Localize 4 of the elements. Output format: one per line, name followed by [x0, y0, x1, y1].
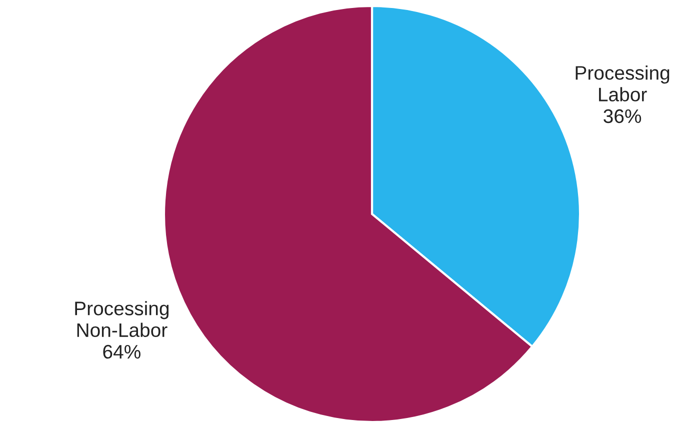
slice-label: Processing Non-Labor	[75, 301, 169, 338]
data-label: 36%	[604, 109, 642, 124]
data-label: 64%	[103, 344, 140, 359]
slice-label: Processing Labor	[576, 66, 670, 102]
